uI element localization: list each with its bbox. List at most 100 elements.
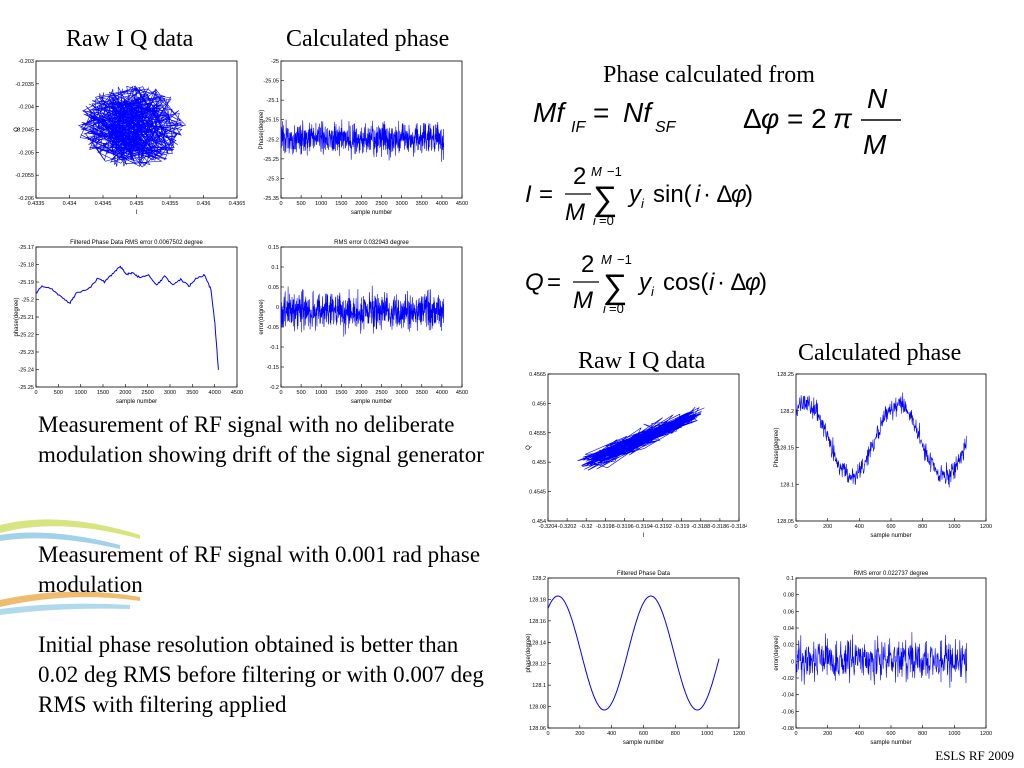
x-tick-label: 2500 bbox=[375, 390, 387, 396]
x-tick-label: 0 bbox=[794, 524, 797, 530]
y-tick-label: 0.08 bbox=[783, 593, 794, 599]
x-tick-label: 2500 bbox=[142, 390, 154, 396]
y-tick-label: 0.4565 bbox=[529, 372, 546, 378]
x-tick-label: 1000 bbox=[701, 731, 713, 737]
svg-text:= 2: = 2 bbox=[787, 103, 827, 134]
svg-text:φ: φ bbox=[731, 181, 747, 208]
x-tick-label: -0.319 bbox=[674, 524, 690, 530]
svg-text:I: I bbox=[525, 181, 532, 208]
svg-text:Δ: Δ bbox=[743, 103, 762, 134]
x-tick-label: 500 bbox=[54, 390, 63, 396]
y-tick-label: -0.15 bbox=[266, 365, 279, 371]
x-tick-label: 3500 bbox=[416, 390, 428, 396]
heading-calc-phase-top: Calculated phase bbox=[286, 26, 450, 52]
chart-title: Filtered Phase Data bbox=[617, 571, 671, 577]
y-tick-label: 0.15 bbox=[268, 245, 279, 251]
y-tick-label: 128.12 bbox=[529, 662, 546, 668]
x-tick-label: 0.4355 bbox=[162, 201, 179, 207]
x-tick-label: 200 bbox=[823, 524, 832, 530]
x-axis-label: I bbox=[643, 533, 645, 539]
x-tick-label: 600 bbox=[886, 731, 895, 737]
y-tick-label: -0.04 bbox=[781, 693, 794, 699]
y-tick-label: 128.18 bbox=[529, 597, 546, 603]
plot-frame bbox=[280, 60, 463, 199]
svg-text:M: M bbox=[565, 199, 585, 226]
x-tick-label: 1000 bbox=[948, 731, 960, 737]
x-tick-label: 2000 bbox=[355, 390, 367, 396]
y-axis-label: Q bbox=[14, 127, 20, 132]
svg-text:=: = bbox=[547, 269, 561, 296]
y-tick-label: -0.08 bbox=[781, 726, 794, 732]
x-tick-label: 4500 bbox=[231, 390, 243, 396]
svg-text:M: M bbox=[863, 129, 887, 160]
x-tick-label: 800 bbox=[671, 731, 680, 737]
x-tick-label: -0.3202 bbox=[558, 524, 577, 530]
svg-text:· Δ: · Δ bbox=[717, 269, 746, 296]
svg-text:φ: φ bbox=[761, 103, 779, 134]
x-tick-label: 3000 bbox=[396, 201, 408, 207]
chart-rms-error-bottom: RMS error 0.022737 degree 0 200 400 600 800 10… bbox=[774, 571, 992, 746]
svg-text:M: M bbox=[591, 164, 602, 179]
y-tick-label: -25.2 bbox=[266, 137, 279, 143]
x-tick-label: -0.3196 bbox=[615, 524, 634, 530]
x-tick-label: 1000 bbox=[948, 524, 960, 530]
plot-frame bbox=[547, 373, 740, 522]
x-tick-label: 1000 bbox=[75, 390, 87, 396]
y-tick-label: 0.454 bbox=[532, 519, 546, 525]
x-tick-label: 800 bbox=[918, 731, 927, 737]
x-tick-label: 200 bbox=[575, 731, 584, 737]
y-tick-label: 0.06 bbox=[783, 609, 794, 615]
y-tick-label: -25.24 bbox=[18, 368, 34, 374]
paragraph-no-modulation: Measurement of RF signal with no deliber… bbox=[38, 412, 484, 467]
y-tick-label: 128.16 bbox=[529, 619, 546, 625]
svg-text:−1: −1 bbox=[617, 252, 632, 267]
y-tick-label: -25.18 bbox=[18, 263, 34, 269]
x-tick-label: 0.4345 bbox=[95, 201, 112, 207]
y-tick-label: -25.35 bbox=[263, 196, 279, 202]
svg-text:i: i bbox=[593, 213, 597, 228]
x-tick-label: 400 bbox=[855, 731, 864, 737]
svg-text:cos(: cos( bbox=[663, 269, 708, 296]
x-tick-label: -0.32 bbox=[580, 524, 593, 530]
y-axis-label: error(degree) bbox=[774, 635, 780, 670]
x-tick-label: 0.4365 bbox=[229, 201, 245, 207]
y-tick-label: -25.23 bbox=[18, 350, 34, 356]
svg-text:=: = bbox=[593, 97, 609, 128]
y-tick-label: 0.05 bbox=[268, 285, 279, 291]
y-axis-label: phase(degree) bbox=[14, 297, 20, 336]
y-tick-label: -25.1 bbox=[266, 98, 279, 104]
chart-filtered-phase-bottom: Filtered Phase Data 0 200 400 600 800 1000 1200… bbox=[526, 571, 745, 746]
svg-text:Mf: Mf bbox=[533, 97, 567, 128]
chart-calculated-phase-bottom: 0 200 400 600 800 1000 1200 128.25 128.2 128.15 12… bbox=[774, 372, 992, 539]
svg-text:y: y bbox=[637, 269, 653, 296]
x-tick-label: 4000 bbox=[436, 390, 448, 396]
x-tick-label: 500 bbox=[297, 390, 306, 396]
series-trace bbox=[795, 632, 967, 688]
chart-filtered-phase-top: Filtered Phase Data RMS error 0.0067502 … bbox=[14, 240, 243, 405]
y-tick-label: 128.15 bbox=[777, 446, 794, 452]
svg-text:∑: ∑ bbox=[593, 180, 617, 218]
y-axis-label: Q bbox=[526, 445, 532, 450]
svg-text:): ) bbox=[745, 181, 753, 208]
x-tick-label: 600 bbox=[886, 524, 895, 530]
y-tick-label: 0 bbox=[276, 305, 279, 311]
svg-text:i: i bbox=[651, 284, 655, 299]
y-tick-label: -25.05 bbox=[263, 79, 279, 85]
x-tick-label: 0 bbox=[546, 731, 549, 737]
x-tick-label: 0 bbox=[34, 390, 37, 396]
svg-text:Q: Q bbox=[525, 269, 544, 296]
y-tick-label: -0.2035 bbox=[15, 82, 34, 88]
x-tick-label: 0.434 bbox=[63, 201, 77, 207]
y-tick-label: 128.1 bbox=[532, 683, 546, 689]
y-tick-label: 128.2 bbox=[532, 576, 546, 582]
svg-text:φ: φ bbox=[745, 269, 761, 296]
y-tick-label: 128.05 bbox=[777, 519, 794, 525]
svg-text:i: i bbox=[695, 181, 701, 208]
x-tick-label: 0.436 bbox=[197, 201, 211, 207]
chart-rms-error-top: RMS error 0.032943 degree 0 500 1000 1500 200… bbox=[259, 240, 468, 405]
y-axis-label: phase(degree) bbox=[526, 633, 532, 672]
x-tick-label: 2000 bbox=[355, 201, 367, 207]
heading-raw-iq-bottom: Raw I Q data bbox=[578, 348, 706, 374]
y-tick-label: -25 bbox=[271, 59, 279, 65]
heading-phase-calculated-from: Phase calculated from bbox=[603, 62, 815, 88]
